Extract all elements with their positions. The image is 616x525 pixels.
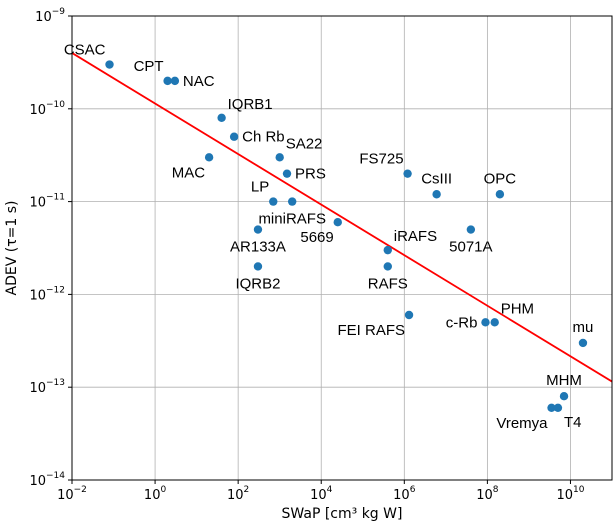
- point-label: OPC: [484, 170, 517, 187]
- data-point: [383, 262, 392, 271]
- x-tick-label: 100: [144, 485, 167, 503]
- point-label: mu: [573, 319, 594, 336]
- data-point: [481, 318, 490, 327]
- point-label: MHM: [546, 372, 582, 389]
- data-point: [269, 197, 278, 206]
- point-label: iRAFS: [394, 228, 437, 245]
- data-point: [229, 132, 239, 141]
- y-tick-label: 10−13: [29, 378, 65, 396]
- plot-background: [72, 16, 612, 480]
- data-point: [559, 391, 569, 401]
- point-label: CPT: [134, 58, 164, 75]
- point-label: IQRB2: [235, 275, 280, 292]
- x-tick-label: 108: [476, 485, 499, 503]
- data-point: [383, 245, 392, 255]
- data-point: [404, 310, 414, 320]
- data-point: [495, 190, 505, 199]
- data-point: [287, 197, 297, 206]
- data-point: [547, 403, 556, 412]
- x-tick-label: 104: [310, 485, 333, 503]
- y-axis-title: ADEV (τ=1 s): [4, 201, 20, 296]
- point-label: 5071A: [449, 239, 492, 256]
- data-point: [282, 169, 292, 178]
- point-label: SA22: [286, 135, 323, 152]
- data-point: [217, 113, 226, 122]
- point-label: PHM: [501, 300, 534, 317]
- point-label: CSAC: [64, 42, 106, 59]
- data-point: [432, 190, 441, 199]
- point-label: 5669: [300, 229, 333, 246]
- y-tick-label: 10−9: [35, 7, 65, 25]
- data-point: [553, 403, 563, 412]
- point-label: PRS: [295, 166, 326, 183]
- x-axis-title: SWaP [cm³ kg W]: [282, 506, 403, 522]
- data-point: [275, 153, 284, 162]
- data-point: [105, 60, 114, 69]
- x-tick-label: 106: [393, 485, 416, 503]
- point-label: miniRAFS: [258, 211, 326, 228]
- data-point: [403, 169, 412, 178]
- y-tick-label: 10−14: [29, 471, 65, 489]
- point-label: NAC: [183, 73, 215, 90]
- point-label: CsIII: [421, 170, 452, 187]
- y-axis-ticks: 10−14 10−13 10−12 10−11 10−10 10−9: [29, 7, 72, 489]
- point-label: RAFS: [368, 275, 408, 292]
- point-label: c-Rb: [446, 314, 478, 331]
- point-label: LP: [251, 179, 269, 196]
- point-label: MAC: [172, 164, 206, 181]
- plot-frame: [71, 15, 613, 481]
- point-label: Ch Rb: [242, 129, 285, 146]
- fit-line: [71, 52, 613, 383]
- data-points-layer: [105, 60, 588, 412]
- point-label: FS725: [359, 151, 403, 168]
- data-point: [333, 217, 342, 227]
- point-label: T4: [564, 414, 582, 431]
- x-tick-label: 1010: [556, 485, 584, 503]
- fit-line-layer: [71, 52, 613, 383]
- x-tick-label: 10−2: [57, 485, 87, 503]
- point-labels-layer: CSAC CPT NAC IQRB1 Ch Rb MAC SA22 PRS LP miniRAFS…: [64, 42, 594, 432]
- point-label: FEI RAFS: [338, 322, 406, 339]
- data-point: [578, 338, 588, 348]
- point-label: AR133A: [230, 239, 286, 256]
- data-point: [253, 262, 263, 271]
- x-axis-ticks: 10−2 100 102 104 106 108 1010: [57, 480, 585, 503]
- y-tick-label: 10−11: [29, 193, 65, 211]
- data-point: [490, 318, 499, 327]
- y-tick-label: 10−10: [29, 100, 65, 118]
- data-point: [170, 76, 180, 86]
- y-tick-label: 10−12: [29, 285, 65, 303]
- data-point: [466, 225, 476, 234]
- data-point: [204, 153, 214, 162]
- x-tick-label: 102: [227, 485, 249, 503]
- point-label: IQRB1: [228, 96, 273, 113]
- point-label: Vremya: [496, 415, 548, 432]
- data-point: [253, 225, 263, 234]
- data-point: [163, 76, 172, 86]
